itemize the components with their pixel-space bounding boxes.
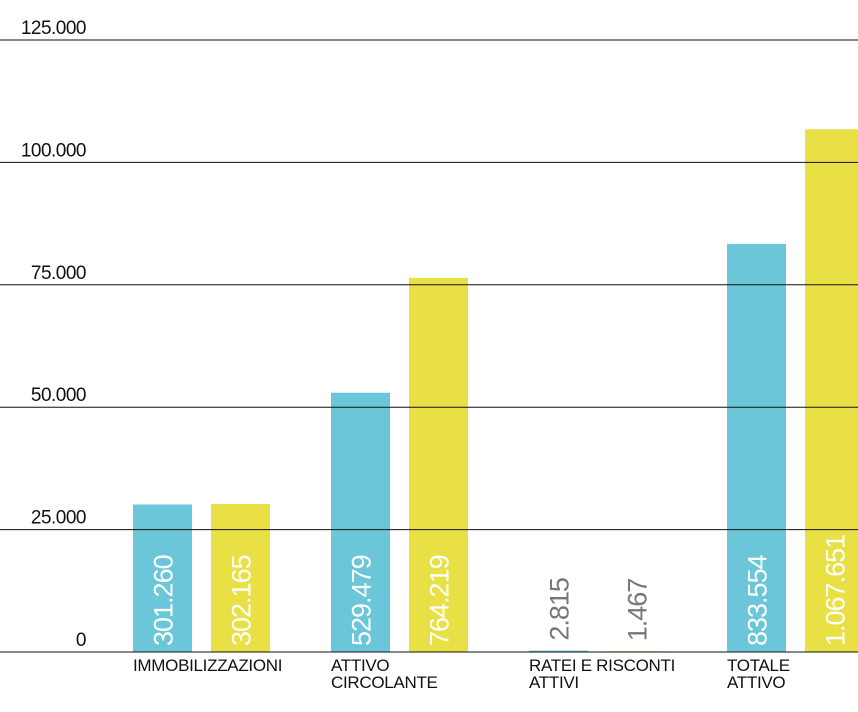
bar <box>133 504 192 652</box>
value-label: 833.554 <box>743 554 773 646</box>
y-tick-label: 125.000 <box>21 18 86 39</box>
x-tick-label: ATTIVO CIRCOLANTE <box>331 656 438 692</box>
value-label: 764.219 <box>425 555 455 646</box>
value-label: 1.467 <box>623 579 653 642</box>
value-label: 2.815 <box>545 578 575 641</box>
bar <box>409 277 468 652</box>
y-tick-label: 50.000 <box>31 385 86 406</box>
y-tick-label: 75.000 <box>31 263 86 284</box>
y-tick-label: 25.000 <box>31 508 86 529</box>
value-label: 529.479 <box>347 555 377 646</box>
x-tick-label: IMMOBILIZZAZIONI <box>133 656 283 675</box>
y-tick-label: 100.000 <box>21 140 86 161</box>
value-label: 1.067.651 <box>821 535 851 646</box>
bar <box>805 129 858 652</box>
value-label: 302.165 <box>227 555 257 646</box>
value-label: 301.260 <box>149 555 179 646</box>
bar <box>331 392 390 652</box>
y-tick-label: 0 <box>76 630 86 651</box>
bar <box>529 650 588 652</box>
bar <box>727 243 786 652</box>
x-tick-label: RATEI E RISCONTI ATTIVI <box>529 656 676 692</box>
x-tick-label: TOTALE ATTIVO <box>727 656 790 692</box>
bar <box>211 504 270 652</box>
